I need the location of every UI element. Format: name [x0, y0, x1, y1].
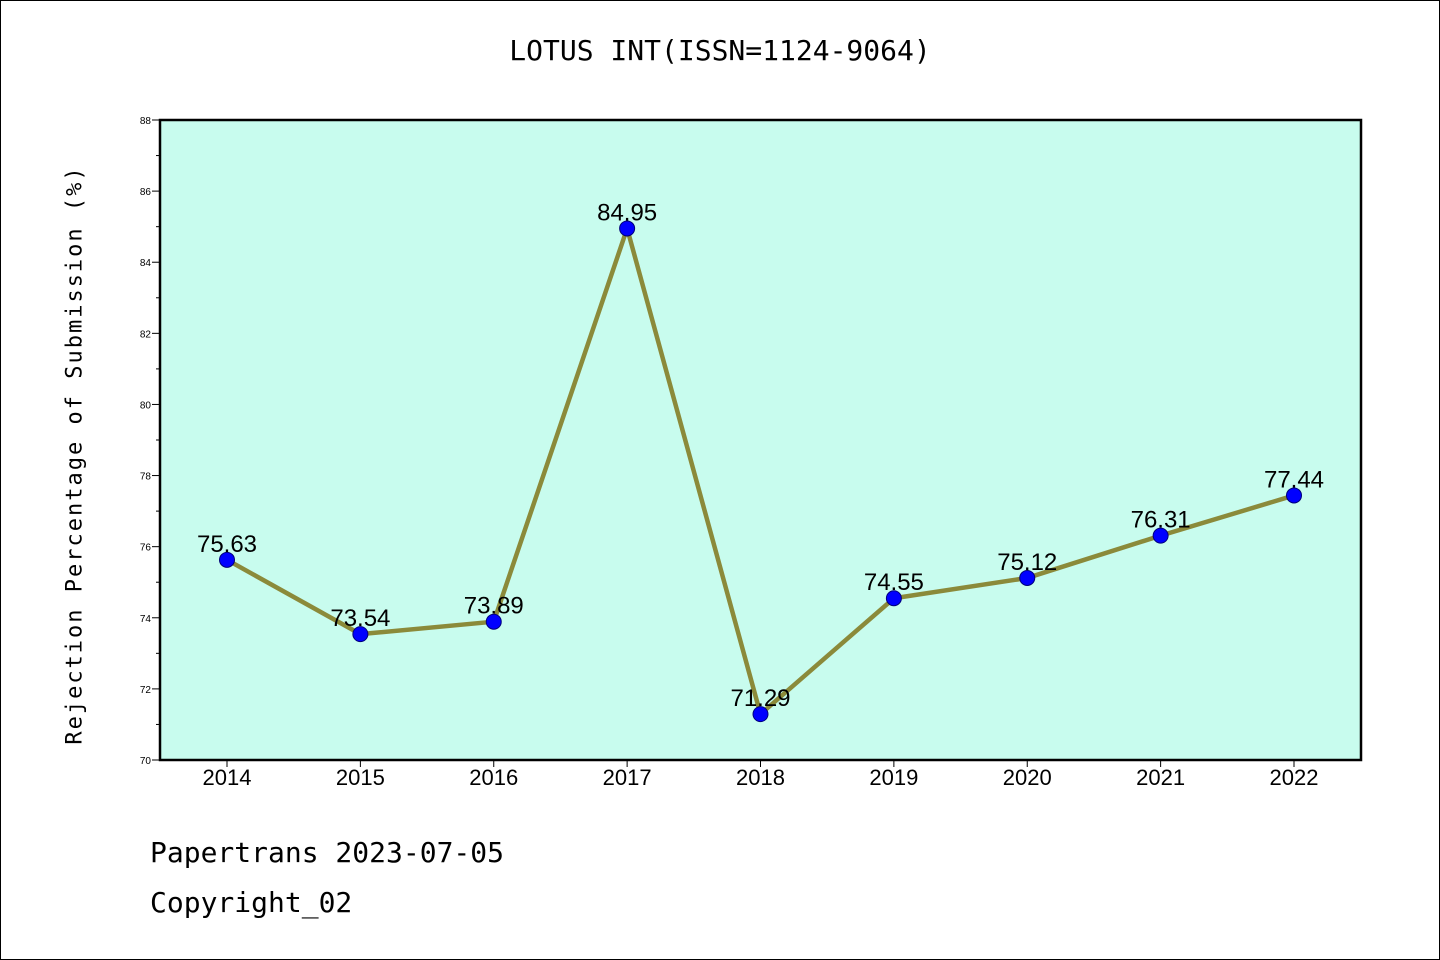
y-axis-ticks: 70 72 74 76 78 80 82 84 86 88 — [140, 116, 160, 767]
data-label: 84.95 — [597, 199, 657, 226]
series-layer — [219, 220, 1302, 723]
y-tick-label: 78 — [140, 472, 152, 483]
y-tick-label: 72 — [140, 685, 152, 696]
x-tick-label: 2020 — [1003, 765, 1052, 790]
chart-title: LOTUS INT(ISSN=1124-9064) — [509, 34, 931, 67]
data-label: 73.54 — [330, 605, 390, 632]
y-tick-label: 82 — [140, 329, 152, 340]
data-point — [885, 590, 902, 607]
x-tick-label: 2022 — [1270, 765, 1319, 790]
data-label: 77.44 — [1264, 466, 1324, 493]
plot-area — [158, 118, 1363, 762]
data-labels: 75.63 73.54 73.89 84.95 71.29 74.55 75.12 76.31… — [197, 199, 1324, 712]
data-label: 74.55 — [864, 569, 924, 596]
data-point — [1019, 569, 1036, 586]
x-tick-label: 2014 — [203, 765, 252, 790]
footer-date: Papertrans 2023-07-05 — [150, 836, 505, 869]
data-label: 73.89 — [464, 593, 524, 620]
data-point — [352, 626, 369, 643]
y-tick-label: 70 — [140, 756, 152, 767]
y-tick-label: 84 — [140, 258, 152, 269]
x-axis-ticks: 2014 2015 2016 2017 2018 2019 2020 2021 2022 — [203, 760, 1319, 790]
data-label: 71.29 — [730, 685, 790, 712]
x-tick-label: 2019 — [869, 765, 918, 790]
data-point — [219, 551, 235, 568]
x-tick-label: 2021 — [1136, 765, 1185, 790]
y-tick-label: 74 — [140, 614, 152, 625]
data-point — [752, 706, 769, 723]
data-label: 75.63 — [197, 531, 257, 558]
footer-copyright: Copyright_02 — [150, 886, 353, 919]
data-point — [1286, 487, 1302, 504]
data-label: 75.12 — [997, 549, 1057, 576]
y-tick-label: 88 — [140, 116, 152, 127]
data-point — [485, 613, 502, 630]
data-point — [619, 220, 636, 237]
x-tick-label: 2017 — [603, 765, 652, 790]
y-tick-label: 76 — [140, 543, 152, 554]
data-label: 76.31 — [1131, 507, 1191, 534]
x-tick-label: 2015 — [336, 765, 385, 790]
y-tick-label: 80 — [140, 400, 152, 411]
x-tick-label: 2016 — [469, 765, 518, 790]
x-tick-label: 2018 — [736, 765, 785, 790]
data-point — [1152, 527, 1169, 544]
y-tick-label: 86 — [140, 187, 152, 198]
